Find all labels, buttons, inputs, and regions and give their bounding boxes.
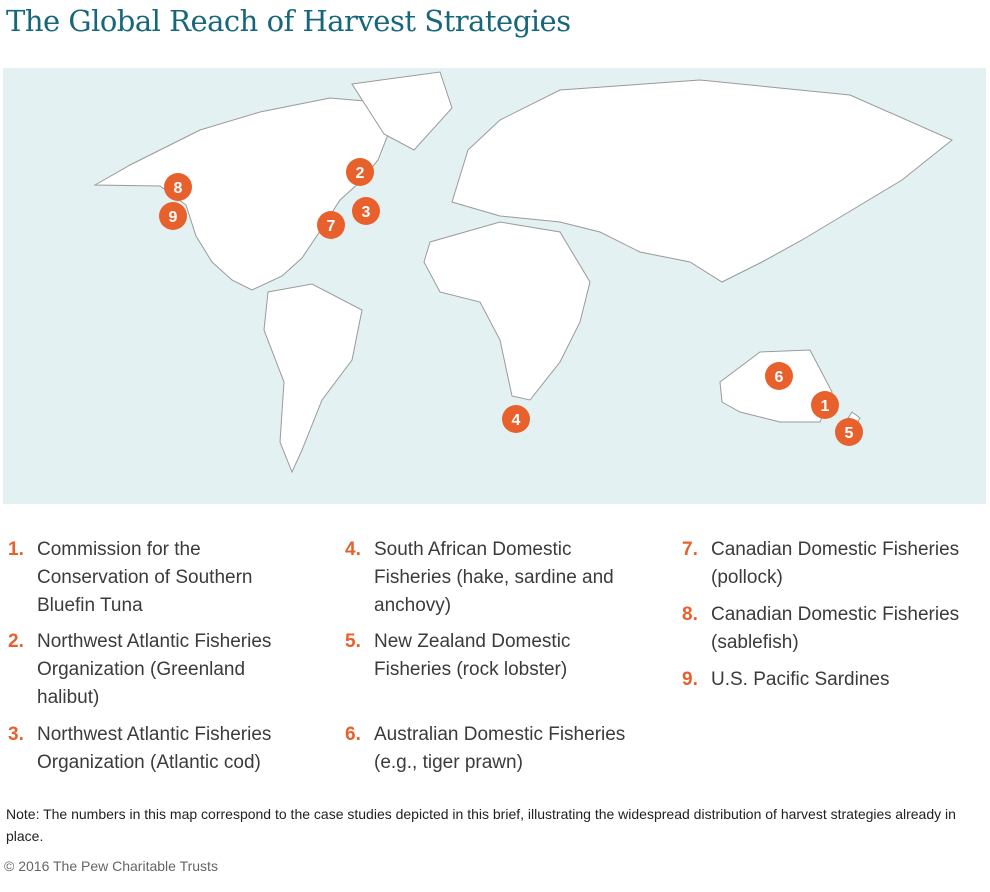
legend-number: 7. [682,539,698,560]
legend-number: 8. [682,604,698,625]
svg-text:7: 7 [327,218,336,235]
africa [423,221,591,401]
greenland [351,71,453,151]
legend-item: 6. Australian Domestic Fisheries (e.g., t… [345,721,645,777]
legend-number: 2. [8,631,24,652]
legend-item: 1. Commission for the Conservation of Sou… [8,536,308,620]
svg-text:9: 9 [169,209,178,226]
map-note: Note: The numbers in this map correspond… [6,806,956,844]
map-marker-6: 6 [765,362,793,390]
legend-number: 3. [8,724,24,745]
svg-text:8: 8 [174,180,183,197]
map-marker-2: 2 [346,158,374,186]
legend-number: 6. [345,724,361,745]
map-marker-8: 8 [164,173,192,201]
legend-number: 1. [8,539,24,560]
legend-item: 2. Northwest Atlantic Fisheries Organizat… [8,628,308,712]
legend-number: 4. [345,539,361,560]
map-marker-9: 9 [159,202,187,230]
legend-text: U.S. Pacific Sardines [711,669,890,690]
legend-text: Northwest Atlantic Fisheries Organizatio… [37,631,272,708]
svg-text:4: 4 [512,412,521,429]
eurasia [451,79,953,283]
legend-item: 3. Northwest Atlantic Fisheries Organizat… [8,721,308,777]
svg-text:1: 1 [821,398,830,415]
legend-item: 5. New Zealand Domestic Fisheries (rock l… [345,628,645,684]
svg-text:3: 3 [362,204,371,221]
copyright: © 2016 The Pew Charitable Trusts [4,858,218,874]
map-marker-1: 1 [811,391,839,419]
legend-item: 7. Canadian Domestic Fisheries (pollock) [682,536,982,592]
map-marker-3: 3 [352,197,380,225]
map-marker-7: 7 [317,211,345,239]
legend-text: Australian Domestic Fisheries (e.g., tig… [374,724,626,773]
legend-text: Northwest Atlantic Fisheries Organizatio… [37,724,272,773]
world-map: 1 2 3 4 5 6 7 8 9 [3,68,986,504]
legend-number: 9. [682,669,698,690]
svg-text:6: 6 [775,369,784,386]
legend-item: 4. South African Domestic Fisheries (hake… [345,536,645,620]
legend-number: 5. [345,631,361,652]
map-marker-4: 4 [502,405,530,433]
legend-text: New Zealand Domestic Fisheries (rock lob… [374,631,571,680]
legend-item: 9. U.S. Pacific Sardines [682,666,982,694]
svg-text:5: 5 [845,425,854,442]
north-america [93,97,401,291]
map-title: The Global Reach of Harvest Strategies [6,4,571,38]
south-america [263,283,363,474]
legend-text: Canadian Domestic Fisheries (pollock) [711,539,960,588]
legend-text: South African Domestic Fisheries (hake, … [374,539,614,616]
map-marker-5: 5 [835,418,863,446]
legend-text: Commission for the Conservation of South… [37,539,253,616]
svg-text:2: 2 [356,165,365,182]
legend-item: 8. Canadian Domestic Fisheries (sablefish… [682,601,982,657]
legend-text: Canadian Domestic Fisheries (sablefish) [711,604,960,653]
